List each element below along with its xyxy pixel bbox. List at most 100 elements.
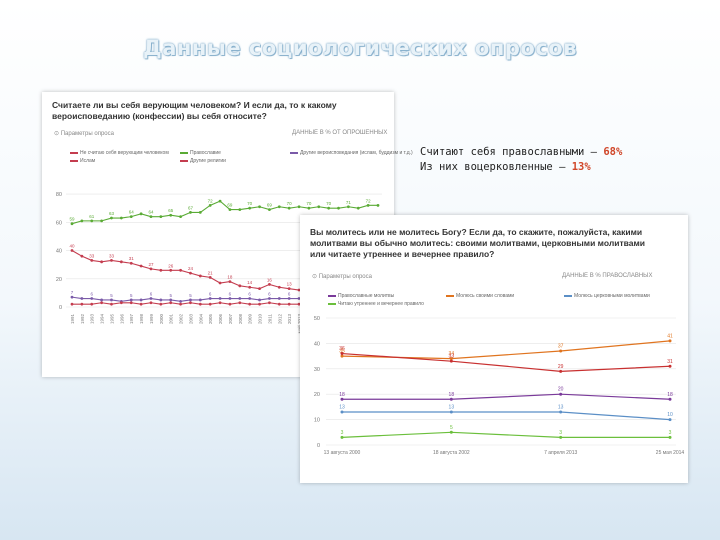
data-label: 6 [288, 292, 291, 297]
x-tick-label: 2006 [218, 314, 223, 325]
x-tick-label: 1999 [149, 314, 154, 325]
data-point [119, 301, 123, 305]
data-point [238, 284, 242, 288]
data-label: 18 [667, 392, 673, 398]
data-point [70, 222, 74, 226]
legend-item[interactable]: Ислам [70, 158, 95, 164]
series-line [342, 411, 671, 421]
data-point [218, 297, 222, 300]
data-label: 33 [89, 253, 95, 258]
x-tick-label: 25 мая 2014 [656, 450, 685, 456]
y-tick-label: 40 [314, 341, 320, 347]
series-line [341, 352, 671, 372]
data-label: 6 [150, 292, 153, 297]
data-label: 6 [90, 292, 93, 297]
data-label: 5 [130, 293, 133, 298]
data-label: 13 [558, 404, 564, 410]
info-icon: ⊙ [54, 131, 61, 137]
stats-block: Считают себя православными – 68% Из них … [420, 145, 622, 175]
legend-label: Молюсь церковными молитвами [574, 293, 650, 299]
data-point [277, 285, 281, 289]
data-point [100, 301, 104, 305]
data-label: 40 [69, 244, 75, 249]
data-point [340, 397, 344, 401]
legend-item[interactable]: Православие [180, 150, 221, 156]
info-icon: ⊙ [312, 274, 319, 280]
data-point [248, 297, 252, 300]
legend-item[interactable]: Православные молитвы [328, 293, 394, 299]
x-tick-label: 2008 [238, 314, 243, 325]
x-tick-label: 1997 [129, 314, 134, 325]
data-point [317, 205, 321, 209]
data-point [287, 302, 291, 306]
x-tick-label: 2002 [179, 314, 184, 325]
data-label: 5 [450, 425, 453, 431]
y-tick-label: 40 [56, 249, 62, 255]
data-point [129, 215, 133, 219]
data-point [449, 397, 453, 401]
data-point [208, 275, 212, 279]
data-label: 29 [558, 364, 564, 370]
data-point [198, 298, 202, 302]
data-point [258, 205, 261, 209]
stat-orthodox: Считают себя православными – 68% [420, 146, 623, 158]
data-label: 69 [227, 203, 233, 208]
data-point [159, 215, 163, 219]
y-tick-label: 30 [314, 367, 320, 373]
data-point [287, 287, 291, 291]
legend-item[interactable]: Читаю утреннее и вечернее правило [328, 301, 424, 307]
data-point [449, 359, 453, 363]
data-point [277, 302, 281, 306]
data-point [340, 354, 344, 358]
x-tick-label: 1996 [119, 314, 124, 325]
data-point [198, 302, 202, 306]
chart1-params-link[interactable]: ⊙ Параметры опроса [54, 131, 114, 137]
x-tick-label: 2011 [267, 314, 272, 324]
legend-label: Другие вероисповедания (ислам, буддизм и… [300, 150, 413, 156]
legend-item[interactable]: Молюсь своими словами [446, 293, 514, 299]
data-point [340, 352, 344, 356]
legend-item[interactable]: Другие вероисповедания (ислам, буддизм и… [290, 150, 413, 156]
series-line [341, 431, 670, 438]
data-label: 24 [188, 266, 194, 271]
legend-item[interactable]: Молюсь церковными молитвами [564, 293, 650, 299]
data-point [268, 208, 271, 211]
data-point [559, 410, 563, 414]
y-tick-label: 10 [314, 418, 320, 424]
chart2-question: Вы молитесь или не молитесь Богу? Если д… [310, 227, 645, 259]
y-tick-label: 20 [314, 392, 320, 398]
data-point [189, 271, 192, 275]
y-tick-label: 60 [56, 220, 62, 226]
legend-item[interactable]: Другие религии [180, 158, 226, 164]
chart2-legend: Православные молитвы Молюсь своими словам… [328, 293, 678, 313]
data-label: 16 [267, 277, 273, 282]
data-label: 14 [247, 280, 253, 285]
x-tick-label: 13 августа 2000 [324, 450, 361, 456]
data-label: 18 [227, 275, 233, 280]
chart2-params-link[interactable]: ⊙ Параметры опроса [312, 274, 372, 280]
data-point [110, 216, 113, 220]
data-point [258, 302, 261, 306]
data-point [169, 268, 173, 272]
data-label: 72 [366, 198, 372, 203]
data-label: 26 [168, 263, 174, 268]
data-point [248, 285, 252, 289]
x-tick-label: 1991 [70, 314, 75, 325]
x-tick-label: 1998 [139, 314, 144, 325]
legend-swatch [180, 151, 188, 154]
data-point [340, 435, 344, 439]
data-point [129, 301, 133, 305]
data-point [189, 298, 192, 302]
data-point [100, 260, 104, 264]
legend-swatch [180, 159, 188, 162]
data-point [297, 302, 301, 306]
chart1-data-label: ДАННЫЕ В % ОТ ОПРОШЕННЫХ [292, 130, 388, 136]
legend-item[interactable]: Не считаю себя верующим человеком [70, 150, 169, 156]
data-point [208, 302, 212, 306]
data-label: 18 [339, 392, 345, 398]
data-label: 72 [208, 198, 214, 203]
data-label: 70 [287, 201, 293, 206]
x-tick-label: 1992 [80, 314, 85, 325]
legend-label: Православие [190, 150, 221, 156]
data-label: 70 [247, 201, 253, 206]
